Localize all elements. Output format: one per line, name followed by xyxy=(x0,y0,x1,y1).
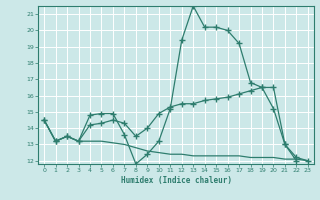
X-axis label: Humidex (Indice chaleur): Humidex (Indice chaleur) xyxy=(121,176,231,185)
